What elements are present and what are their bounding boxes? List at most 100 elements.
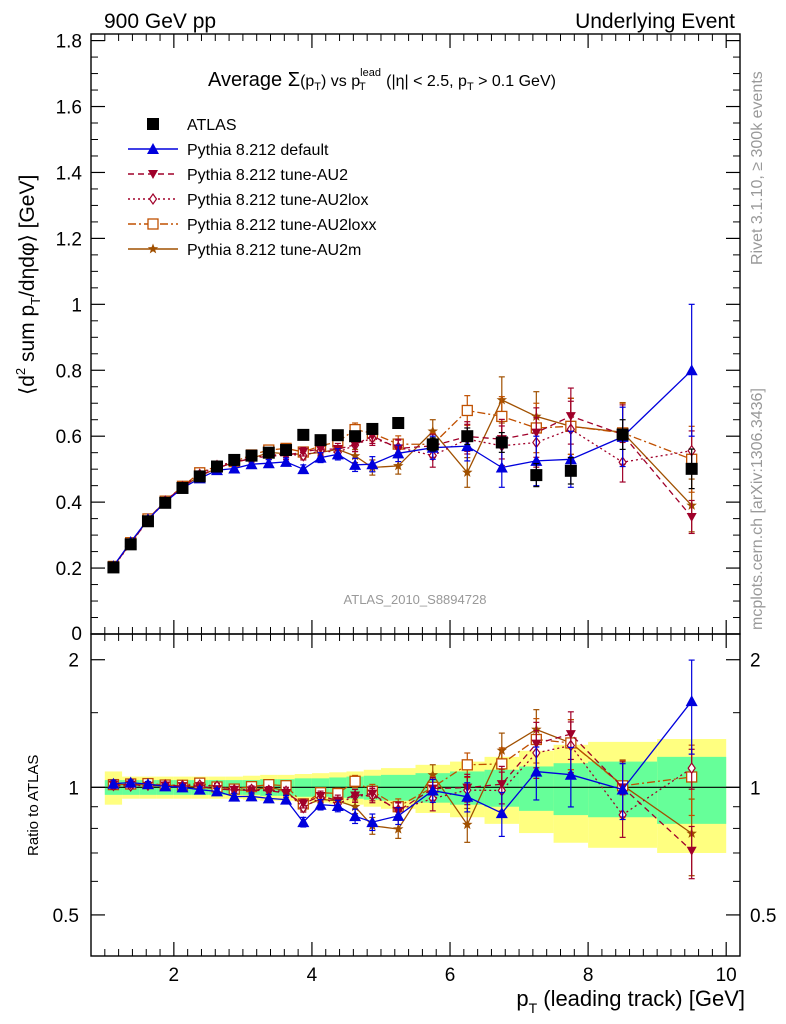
data-point (685, 364, 698, 376)
ratio-point (461, 790, 474, 802)
ratio-tick-label-right: 2 (750, 651, 761, 672)
data-point (426, 438, 439, 451)
data-point (366, 458, 379, 470)
x-tick-label: 6 (445, 965, 456, 986)
legend-label: Pythia 8.212 tune-AU2 (187, 167, 348, 184)
data-point (297, 428, 310, 441)
data-point (331, 429, 344, 442)
data-point (427, 425, 438, 436)
main-axis-ticks: 0.2 0.4 0.6 0.8 1 1.2 1.4 1.6 1.8 0 (56, 32, 740, 645)
title-cond-close: > 0.1 GeV) (474, 73, 556, 90)
data-point (366, 422, 379, 435)
data-point (159, 496, 172, 509)
ratio-point (141, 778, 154, 790)
ratio-point (349, 810, 362, 822)
data-point (262, 457, 275, 469)
ratio-point (245, 790, 258, 802)
data-point (392, 417, 405, 430)
legend-marker (147, 143, 159, 154)
y-tick-label: 1.6 (56, 98, 82, 119)
ratio-point (159, 780, 172, 792)
legend-entry-ATLAS: ATLAS (147, 117, 237, 134)
ratio-point (228, 790, 241, 802)
ratio-series-group (107, 659, 698, 880)
data-point (228, 462, 241, 474)
ratio-point (211, 785, 224, 797)
y-tick-label: 0.8 (56, 361, 82, 382)
y-tick-label: 0 (71, 624, 82, 645)
main-series-group (107, 303, 698, 574)
legend-entry-AU2: Pythia 8.212 tune-AU2 (128, 167, 348, 184)
ratio-point (349, 775, 361, 787)
x-axis-ticks: 2 4 6 8 10 (104, 34, 737, 986)
data-point (141, 515, 154, 528)
ratio-point (427, 769, 438, 780)
ratio-point (107, 777, 120, 789)
data-point (685, 462, 698, 475)
series-line-AU2loxx (112, 409, 692, 567)
data-point (280, 455, 293, 467)
data-point (392, 447, 405, 459)
data-point (314, 451, 327, 463)
ratio-point (262, 792, 275, 804)
ratio-point (331, 799, 344, 811)
title-sub-t2: T (359, 81, 366, 93)
data-point (393, 460, 404, 471)
y-tick-label: 0.2 (56, 559, 82, 580)
data-point (331, 448, 344, 460)
data-point (245, 458, 258, 470)
series-line-AU2lox (112, 428, 692, 568)
data-point (349, 430, 362, 443)
ratio-point (263, 786, 274, 796)
legend-marker (148, 170, 158, 179)
ratio-point (686, 846, 697, 856)
ratio-point (176, 781, 189, 793)
legend-marker (148, 192, 158, 206)
data-point (124, 538, 137, 551)
ratio-point (496, 780, 507, 790)
ratio-point (531, 739, 542, 749)
legend-marker (147, 118, 159, 130)
legend-label: ATLAS (187, 117, 237, 134)
legend-label: Pythia 8.212 tune-AU2lox (187, 192, 368, 209)
data-point (461, 440, 474, 452)
legend-entry-AU2loxx: Pythia 8.212 tune-AU2loxx (128, 217, 376, 234)
ratio-point (349, 801, 361, 812)
legend-marker (147, 243, 159, 254)
analysis-watermark: ATLAS_2010_S8894728 (344, 592, 487, 607)
data-point (315, 445, 326, 455)
ratio-point (393, 823, 404, 834)
title-cond-open: (|η| < 2.5, p (382, 73, 467, 90)
legend-label: Pythia 8.212 tune-AU2loxx (187, 217, 376, 234)
ratio-point (616, 783, 629, 795)
ratio-tick-label-right: 0.5 (750, 906, 776, 927)
data-point (228, 453, 241, 466)
ratio-point (280, 793, 293, 805)
ratio-point (124, 776, 137, 788)
ylabel-sup2: 2 (13, 368, 28, 375)
ratio-point (564, 768, 577, 780)
title-sub-t3: T (467, 81, 474, 93)
data-point (530, 469, 543, 482)
x-tick-label: 8 (583, 965, 594, 986)
series-default (107, 303, 698, 572)
legend: ATLAS Pythia 8.212 default Pythia 8.212 tu… (128, 117, 376, 259)
legend-entry-AU2lox: Pythia 8.212 tune-AU2lox (128, 192, 368, 209)
ratio-axis-ticks: 0.5 0.5 1 1 2 2 (53, 651, 777, 927)
main-ylabel: ⟨d2 sum pT/dηdφ⟩ [GeV] (13, 175, 43, 395)
y-tick-label: 0.6 (56, 427, 82, 448)
ratio-point (367, 789, 378, 799)
ratio-point (350, 791, 361, 801)
data-point (314, 434, 327, 447)
legend-label: Pythia 8.212 tune-AU2m (187, 242, 361, 259)
ylabel-sum: sum p (16, 305, 39, 368)
data-point (350, 440, 361, 450)
ratio-point (315, 791, 326, 801)
ratio-point (565, 730, 576, 740)
data-point (176, 481, 189, 494)
ratio-point (687, 762, 696, 775)
data-point (245, 449, 258, 462)
x-tick-label: 4 (307, 965, 318, 986)
data-point (193, 470, 206, 483)
